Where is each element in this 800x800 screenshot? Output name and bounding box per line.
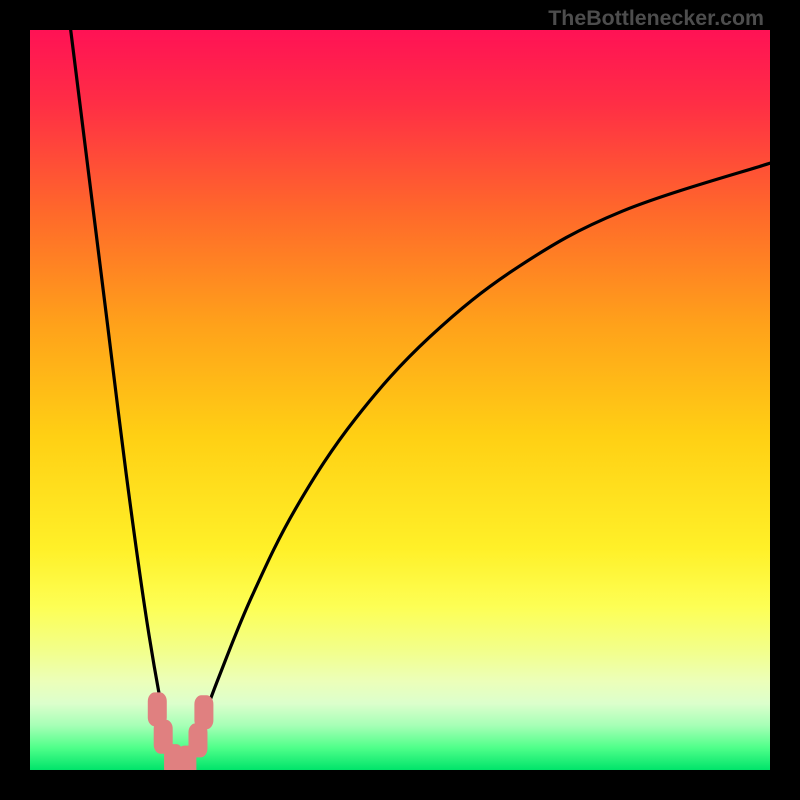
background-gradient <box>30 30 770 770</box>
chart-frame: TheBottlenecker.com <box>0 0 800 800</box>
plot-area <box>30 30 770 770</box>
watermark-text: TheBottlenecker.com <box>548 6 764 31</box>
